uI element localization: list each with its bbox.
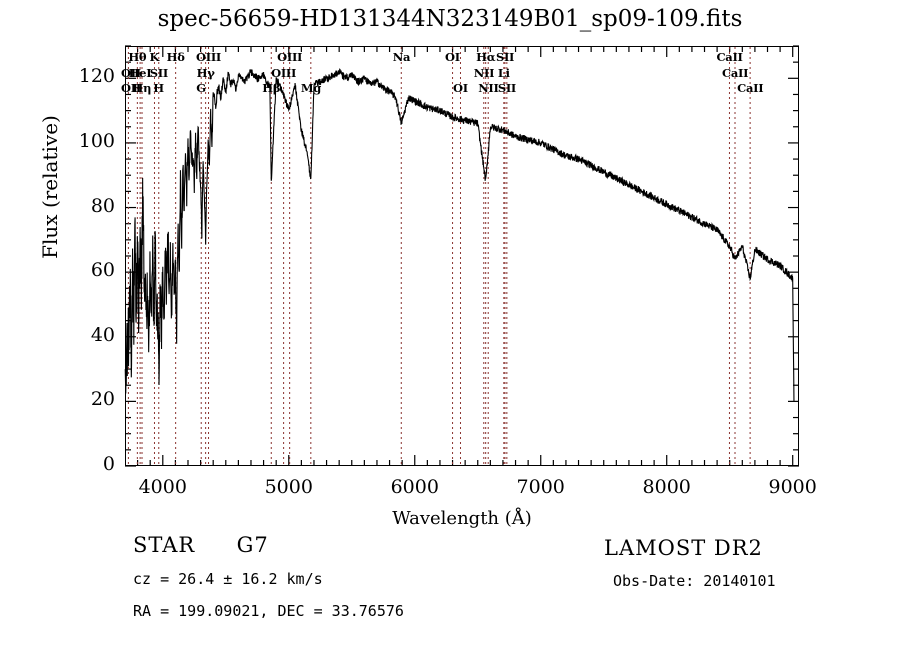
- flux-curve: [124, 68, 795, 402]
- spectral-line-label: Hα: [476, 50, 496, 64]
- x-tick-label: 9000: [768, 476, 817, 498]
- survey-name: LAMOST DR2: [604, 536, 763, 560]
- spectral-line-label: OI: [445, 50, 460, 64]
- spectral-line-label: G: [196, 81, 206, 95]
- spectral-line-label: NII: [478, 81, 499, 95]
- spectral-line-label: Li: [497, 66, 510, 80]
- spectral-line-label: SII: [497, 81, 517, 95]
- x-tick-label: 4000: [138, 476, 187, 498]
- y-tick-label: 0: [102, 453, 115, 475]
- redshift-velocity: cz = 26.4 ± 16.2 km/s: [133, 570, 323, 588]
- spectral-line-label: OII: [121, 66, 141, 80]
- observation-date: Obs-Date: 20140101: [613, 572, 776, 590]
- y-tick-label: 120: [78, 65, 115, 88]
- spectral-line-label: HeI: [128, 66, 152, 80]
- spectral-line-label: SII: [149, 66, 168, 80]
- object-type-class: STAR G7: [133, 533, 269, 557]
- x-tick-label: 7000: [516, 476, 565, 498]
- spectral-line-label: CaII: [722, 66, 749, 80]
- spectral-line-label: NII: [473, 66, 495, 80]
- spectral-line-label: Hδ: [166, 50, 185, 64]
- spectral-line-label: Hη: [132, 81, 152, 95]
- coordinates: RA = 199.09021, DEC = 33.76576: [133, 602, 404, 620]
- y-tick-label: 60: [90, 259, 115, 282]
- spectral-line-label: OII: [121, 81, 141, 95]
- page-title: spec-56659-HD131344N323149B01_sp09-109.f…: [157, 6, 743, 32]
- spectral-line-label: OIII: [277, 50, 303, 64]
- axis-ticks: [125, 45, 799, 467]
- spectral-line-label: Na: [392, 50, 411, 64]
- y-tick-label: 40: [90, 323, 115, 346]
- object-type: STAR: [133, 533, 196, 557]
- spectral-line-label: CaII: [716, 50, 743, 64]
- spectral-line-label: Mg: [300, 81, 321, 95]
- x-tick-label: 5000: [264, 476, 313, 498]
- y-axis-label: Flux (relative): [38, 115, 62, 259]
- y-tick-label: 20: [90, 388, 115, 411]
- x-tick-label: 6000: [390, 476, 439, 498]
- spectral-line-label: Hγ: [196, 66, 215, 80]
- y-tick-label: 80: [90, 194, 115, 217]
- y-tick-label: 100: [78, 129, 115, 152]
- spectral-line-label: Hθ: [128, 50, 147, 64]
- spectral-line-label: SII: [495, 50, 515, 64]
- spectral-line-label: OIII: [271, 66, 297, 80]
- spectral-line-label: OI: [452, 81, 468, 95]
- spectral-line-label: K: [149, 50, 160, 64]
- spectral-class: G7: [236, 533, 269, 557]
- spectral-line-label: Hβ: [262, 81, 281, 95]
- x-tick-label: 8000: [642, 476, 691, 498]
- spectral-line-label: OIII: [196, 50, 221, 64]
- x-axis-label: Wavelength (Å): [392, 508, 532, 529]
- spectrum-trace: [124, 68, 795, 402]
- spectral-line-label: H: [153, 81, 164, 95]
- spectral-line-label: CaII: [737, 81, 764, 95]
